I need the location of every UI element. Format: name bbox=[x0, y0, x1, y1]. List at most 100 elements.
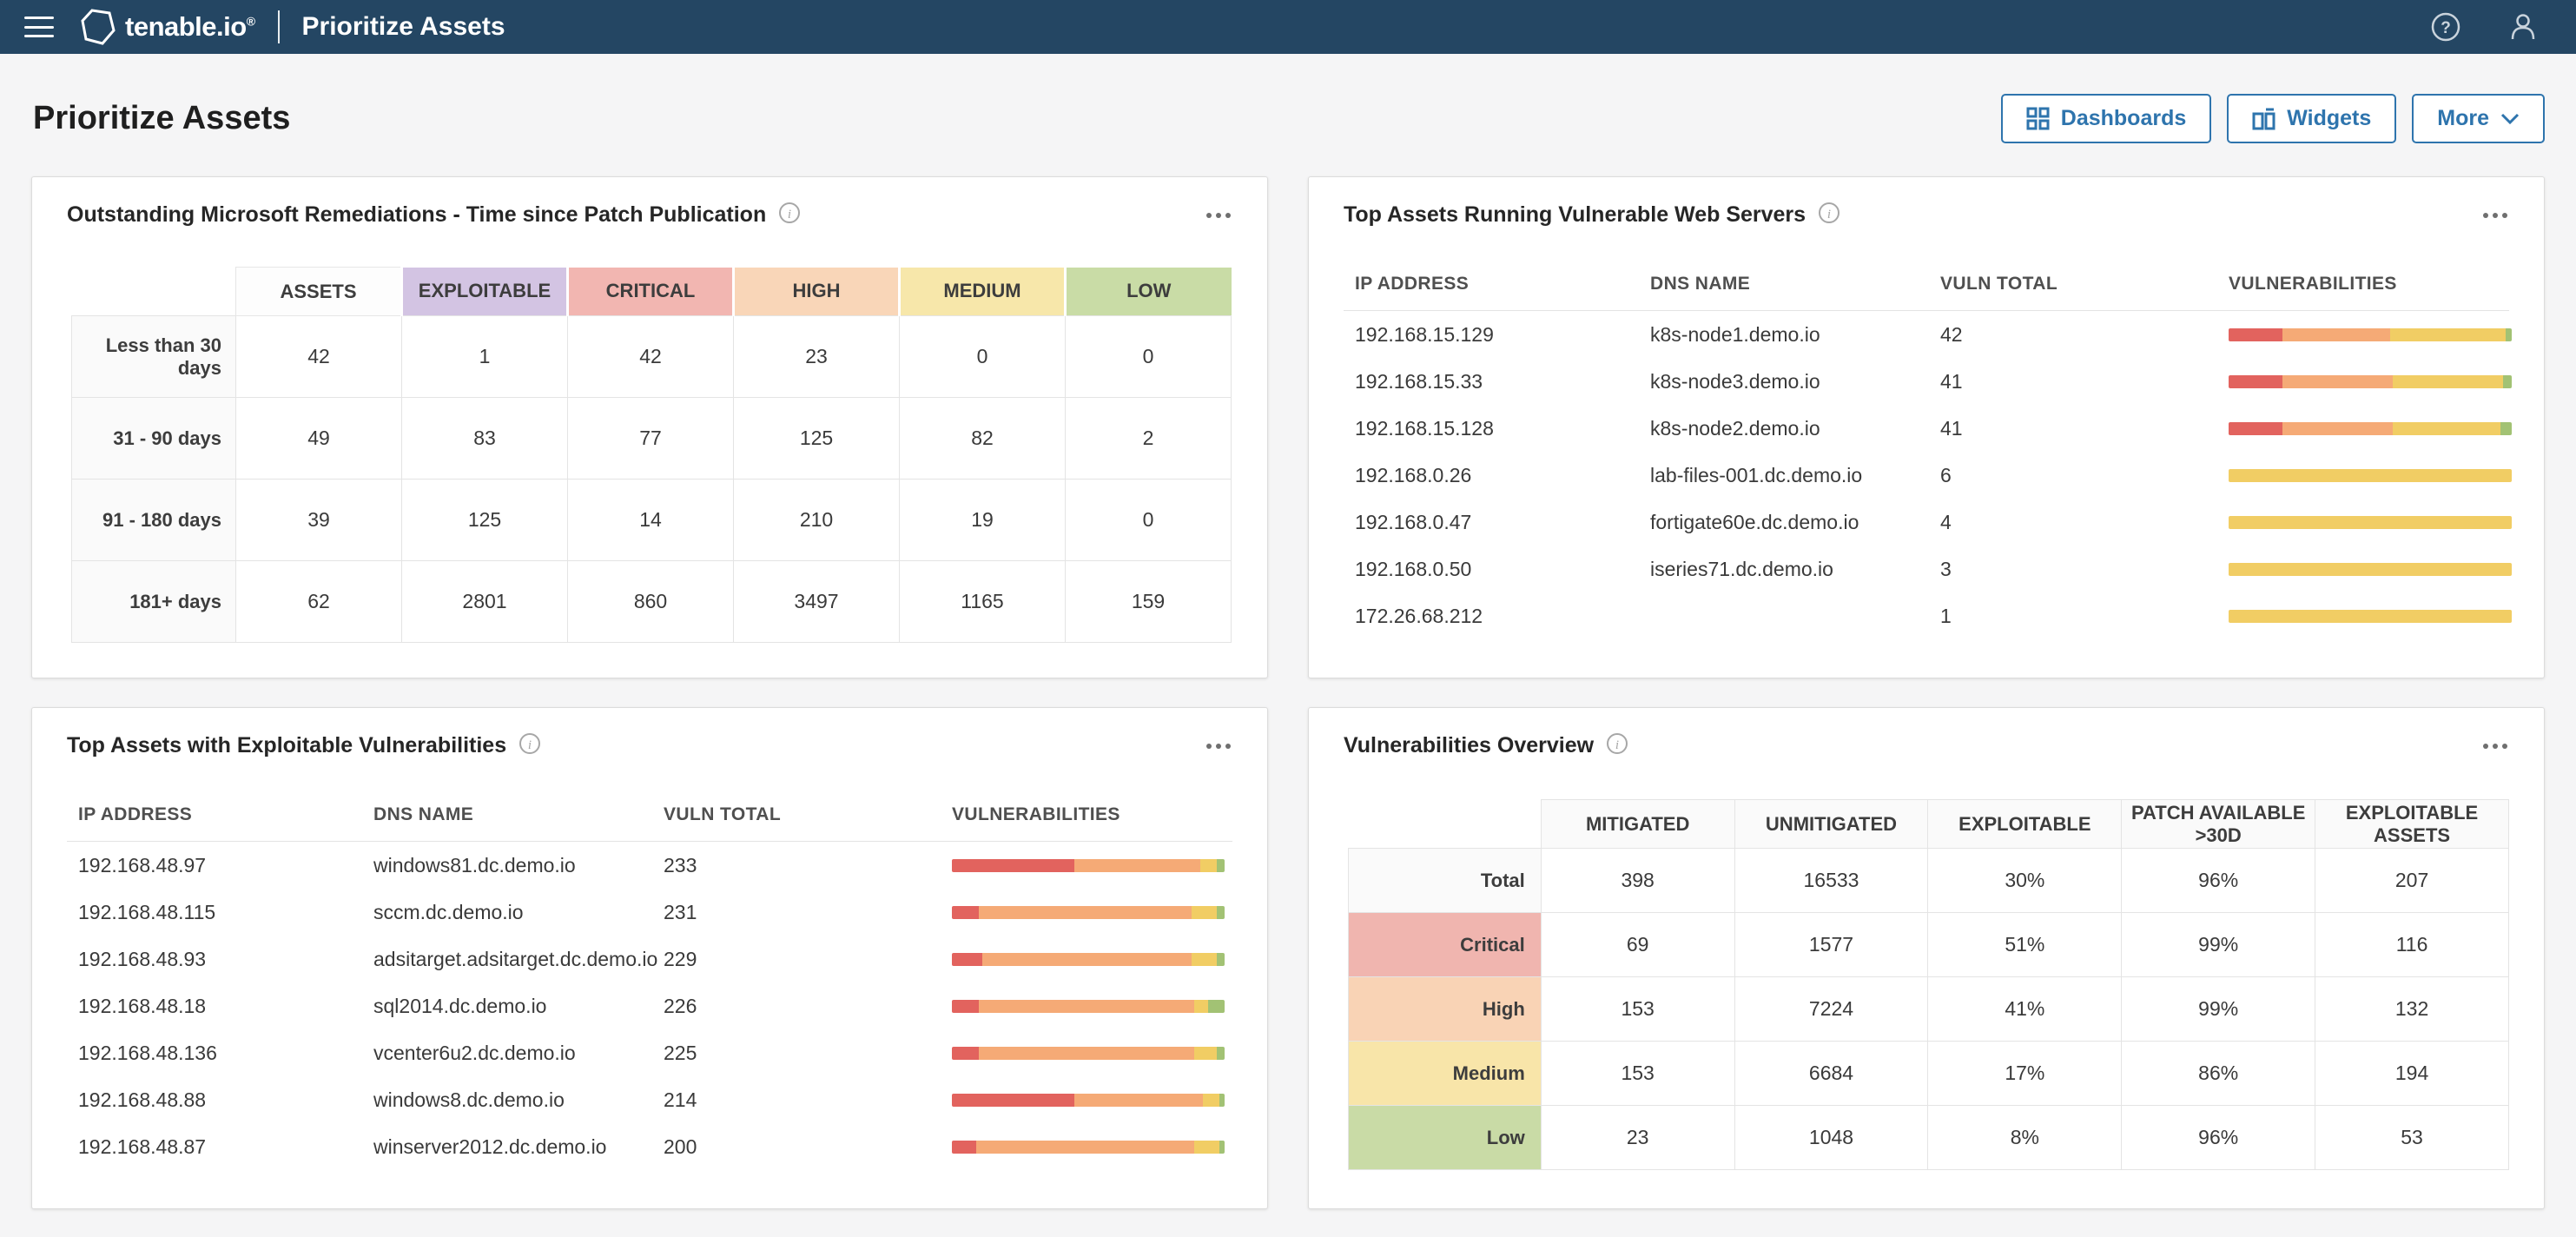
severity-segment-medium bbox=[2393, 374, 2504, 388]
severity-segment-medium bbox=[1202, 1093, 1219, 1107]
dns-name: sccm.dc.demo.io bbox=[373, 900, 524, 923]
cell: 39 bbox=[235, 479, 402, 561]
severity-segment-critical bbox=[952, 999, 980, 1013]
cell: 99% bbox=[2121, 976, 2316, 1042]
widget-options-icon[interactable] bbox=[2481, 208, 2509, 223]
widget-options-icon[interactable] bbox=[1205, 738, 1232, 754]
more-button[interactable]: More bbox=[2412, 94, 2545, 143]
chevron-down-icon bbox=[2500, 113, 2520, 125]
vuln-total: 200 bbox=[664, 1134, 697, 1158]
dns-name: k8s-node2.demo.io bbox=[1650, 416, 1820, 440]
row-label-total: Total bbox=[1348, 848, 1542, 913]
cell: 69 bbox=[1540, 912, 1735, 977]
info-icon[interactable]: i bbox=[519, 732, 541, 759]
severity-segment-critical bbox=[2229, 327, 2282, 341]
topbar-page-title: Prioritize Assets bbox=[301, 12, 505, 41]
severity-stacked-bar bbox=[2229, 562, 2512, 576]
widget-title: Outstanding Microsoft Remediations - Tim… bbox=[67, 202, 767, 227]
asset-row[interactable]: 192.168.48.97 windows81.dc.demo.io 233 bbox=[67, 842, 1232, 889]
asset-row[interactable]: 192.168.48.115 sccm.dc.demo.io 231 bbox=[67, 889, 1232, 936]
cell: 0 bbox=[1065, 479, 1232, 561]
widget-title: Top Assets Running Vulnerable Web Server… bbox=[1344, 202, 1807, 227]
asset-row[interactable]: 192.168.0.50 iseries71.dc.demo.io 3 bbox=[1344, 546, 2512, 592]
vulnerability-bar bbox=[2229, 421, 2512, 435]
severity-segment-high bbox=[2282, 327, 2390, 341]
user-account-icon[interactable] bbox=[2507, 10, 2540, 43]
tenable-logo[interactable]: tenable.io® bbox=[80, 8, 255, 46]
severity-segment-medium bbox=[1192, 952, 1217, 966]
cell: 207 bbox=[2315, 848, 2509, 913]
severity-segment-high bbox=[979, 905, 1192, 919]
dns-name: k8s-node3.demo.io bbox=[1650, 369, 1820, 393]
table-corner-cell bbox=[72, 268, 236, 316]
row-label-31-90-days: 31 - 90 days bbox=[71, 397, 236, 480]
asset-row[interactable]: 192.168.48.87 winserver2012.dc.demo.io 200 bbox=[67, 1123, 1232, 1170]
widgets-button[interactable]: Widgets bbox=[2227, 94, 2397, 143]
vulnerability-bar bbox=[952, 952, 1232, 966]
severity-segment-medium bbox=[2229, 562, 2512, 576]
ip-address: 192.168.48.93 bbox=[78, 947, 207, 970]
dns-name: winserver2012.dc.demo.io bbox=[373, 1134, 607, 1158]
dashboards-button[interactable]: Dashboards bbox=[2000, 94, 2212, 143]
cell: 96% bbox=[2121, 848, 2316, 913]
severity-segment-low bbox=[2500, 421, 2512, 435]
info-icon[interactable]: i bbox=[1818, 202, 1840, 228]
severity-segment-medium bbox=[1194, 1046, 1217, 1060]
cell: 116 bbox=[2315, 912, 2509, 977]
severity-segment-medium bbox=[1199, 858, 1217, 872]
severity-segment-medium bbox=[2229, 468, 2512, 482]
vulnerabilities-overview-table: MITIGATED UNMITIGATED EXPLOITABLE PATCH AVA… bbox=[1348, 799, 2509, 1170]
cell: 82 bbox=[899, 397, 1066, 480]
table-row: 91 - 180 days 39 125 14 210 19 0 bbox=[71, 479, 1232, 561]
dns-name: iseries71.dc.demo.io bbox=[1650, 557, 1833, 580]
vuln-total: 3 bbox=[1940, 557, 1952, 580]
cell: 153 bbox=[1540, 976, 1735, 1042]
help-icon[interactable]: ? bbox=[2430, 11, 2461, 43]
severity-segment-critical bbox=[952, 1046, 980, 1060]
ip-address: 192.168.15.128 bbox=[1355, 416, 1494, 440]
vuln-total: 42 bbox=[1940, 322, 1963, 346]
column-header-exploitable: EXPLOITABLE bbox=[400, 267, 568, 316]
svg-text:?: ? bbox=[2441, 19, 2451, 37]
asset-row[interactable]: 192.168.48.18 sql2014.dc.demo.io 226 bbox=[67, 982, 1232, 1029]
asset-row[interactable]: 172.26.68.212 1 bbox=[1344, 592, 2512, 639]
asset-row[interactable]: 192.168.15.128 k8s-node2.demo.io 41 bbox=[1344, 405, 2512, 452]
column-header-vuln-total: VULN TOTAL bbox=[1940, 274, 2058, 294]
menu-icon[interactable] bbox=[24, 17, 54, 37]
vulnerability-bar bbox=[952, 1140, 1232, 1154]
dns-name: vcenter6u2.dc.demo.io bbox=[373, 1041, 576, 1064]
dns-name: fortigate60e.dc.demo.io bbox=[1650, 510, 1859, 533]
column-header-assets: ASSETS bbox=[235, 267, 402, 316]
severity-stacked-bar bbox=[2229, 515, 2512, 529]
asset-row[interactable]: 192.168.0.47 fortigate60e.dc.demo.io 4 bbox=[1344, 499, 2512, 546]
cell: 14 bbox=[567, 479, 734, 561]
ip-address: 192.168.48.88 bbox=[78, 1088, 207, 1111]
vuln-total: 41 bbox=[1940, 416, 1963, 440]
asset-row[interactable]: 192.168.0.26 lab-files-001.dc.demo.io 6 bbox=[1344, 452, 2512, 499]
asset-row[interactable]: 192.168.48.93 adsitarget.adsitarget.dc.de… bbox=[67, 936, 1232, 982]
widget-options-icon[interactable] bbox=[1205, 208, 1232, 223]
asset-row[interactable]: 192.168.48.136 vcenter6u2.dc.demo.io 225 bbox=[67, 1029, 1232, 1076]
asset-row[interactable]: 192.168.15.33 k8s-node3.demo.io 41 bbox=[1344, 358, 2512, 405]
top-navigation-bar: tenable.io® Prioritize Assets ? bbox=[0, 0, 2576, 54]
severity-segment-medium bbox=[1194, 1140, 1219, 1154]
asset-row[interactable]: 192.168.15.129 k8s-node1.demo.io 42 bbox=[1344, 311, 2512, 358]
cell: 99% bbox=[2121, 912, 2316, 977]
ip-address: 192.168.48.97 bbox=[78, 853, 207, 876]
info-icon[interactable]: i bbox=[1606, 732, 1628, 759]
svg-text:i: i bbox=[1615, 738, 1619, 752]
row-label-low: Low bbox=[1348, 1105, 1542, 1170]
asset-list-table: IP ADDRESS DNS NAME VULN TOTAL VULNERABILIT… bbox=[67, 804, 1232, 1170]
cell: 53 bbox=[2315, 1105, 2509, 1170]
svg-text:i: i bbox=[788, 208, 791, 222]
cell: 17% bbox=[1927, 1041, 2123, 1106]
severity-segment-medium bbox=[2389, 327, 2507, 341]
cell: 49 bbox=[235, 397, 402, 480]
widget-options-icon[interactable] bbox=[2481, 738, 2509, 754]
asset-row[interactable]: 192.168.48.88 windows8.dc.demo.io 214 bbox=[67, 1076, 1232, 1123]
info-icon[interactable]: i bbox=[778, 202, 801, 228]
table-row: Medium 153 6684 17% 86% 194 bbox=[1348, 1041, 2509, 1106]
column-header-vuln-total: VULN TOTAL bbox=[664, 804, 782, 824]
table-row: 181+ days 62 2801 860 3497 1165 159 bbox=[71, 560, 1232, 643]
cell: 2801 bbox=[401, 560, 568, 643]
